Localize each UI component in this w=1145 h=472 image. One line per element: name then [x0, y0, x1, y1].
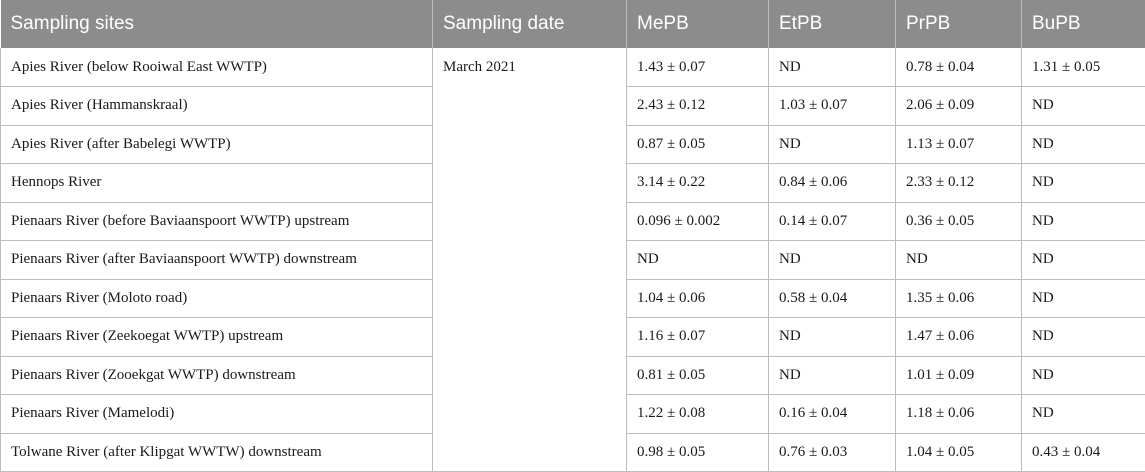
- site-cell: Pienaars River (before Baviaanspoort WWT…: [0, 202, 433, 241]
- site-cell: Pienaars River (Zeekoegat WWTP) upstream: [0, 317, 433, 357]
- header-mepb: MePB: [626, 0, 769, 48]
- mepb-cell: 3.14 ± 0.22: [626, 163, 769, 203]
- bupb-cell: ND: [1021, 356, 1145, 395]
- prpb-cell: 1.13 ± 0.07: [895, 125, 1022, 164]
- site-cell: Apies River (after Babelegi WWTP): [0, 125, 433, 164]
- table-row: Pienaars River (Zooekgat WWTP) downstrea…: [0, 356, 1145, 395]
- etpb-cell: ND: [768, 48, 896, 87]
- etpb-cell: 0.58 ± 0.04: [768, 279, 896, 318]
- site-cell: Pienaars River (Zooekgat WWTP) downstrea…: [0, 356, 433, 395]
- mepb-cell: 0.87 ± 0.05: [626, 125, 769, 164]
- table-row: Pienaars River (Moloto road) 1.04 ± 0.06 0…: [0, 279, 1145, 318]
- header-row: Sampling sites Sampling date MePB EtPB P…: [0, 0, 1145, 48]
- mepb-cell: 0.98 ± 0.05: [626, 433, 769, 472]
- header-sampling-date: Sampling date: [432, 0, 627, 48]
- etpb-cell: 0.14 ± 0.07: [768, 202, 896, 241]
- table-row: Tolwane River (after Klipgat WWTW) downs…: [0, 433, 1145, 472]
- table-row: Apies River (after Babelegi WWTP) 0.87 ± …: [0, 125, 1145, 164]
- table-row: Pienaars River (Mamelodi) 1.22 ± 0.08 0.16…: [0, 394, 1145, 434]
- mepb-cell: 1.22 ± 0.08: [626, 394, 769, 434]
- mepb-cell: ND: [626, 240, 769, 280]
- site-cell: Pienaars River (Moloto road): [0, 279, 433, 318]
- header-prpb: PrPB: [895, 0, 1022, 48]
- mepb-cell: 0.096 ± 0.002: [626, 202, 769, 241]
- site-cell: Hennops River: [0, 163, 433, 203]
- bupb-cell: ND: [1021, 394, 1145, 434]
- bupb-cell: ND: [1021, 317, 1145, 357]
- mepb-cell: 1.04 ± 0.06: [626, 279, 769, 318]
- table-row: Pienaars River (before Baviaanspoort WWT…: [0, 202, 1145, 241]
- etpb-cell: ND: [768, 317, 896, 357]
- table-row: Pienaars River (after Baviaanspoort WWTP…: [0, 240, 1145, 280]
- header-sampling-sites: Sampling sites: [0, 0, 433, 48]
- table-row: Hennops River 3.14 ± 0.22 0.84 ± 0.06 2.33 …: [0, 163, 1145, 203]
- prpb-cell: 1.04 ± 0.05: [895, 433, 1022, 472]
- mepb-cell: 2.43 ± 0.12: [626, 86, 769, 126]
- etpb-cell: 0.76 ± 0.03: [768, 433, 896, 472]
- etpb-cell: 0.16 ± 0.04: [768, 394, 896, 434]
- prpb-cell: 0.78 ± 0.04: [895, 48, 1022, 87]
- prpb-cell: 1.18 ± 0.06: [895, 394, 1022, 434]
- prpb-cell: 2.06 ± 0.09: [895, 86, 1022, 126]
- prpb-cell: ND: [895, 240, 1022, 280]
- bupb-cell: ND: [1021, 279, 1145, 318]
- etpb-cell: 0.84 ± 0.06: [768, 163, 896, 203]
- bupb-cell: ND: [1021, 163, 1145, 203]
- etpb-cell: ND: [768, 125, 896, 164]
- header-bupb: BuPB: [1021, 0, 1145, 48]
- site-cell: Apies River (below Rooiwal East WWTP): [0, 48, 433, 87]
- table-row: Apies River (Hammanskraal) 2.43 ± 0.12 1.0…: [0, 86, 1145, 126]
- etpb-cell: ND: [768, 356, 896, 395]
- site-cell: Tolwane River (after Klipgat WWTW) downs…: [0, 433, 433, 472]
- etpb-cell: ND: [768, 240, 896, 280]
- site-cell: Apies River (Hammanskraal): [0, 86, 433, 126]
- bupb-cell: ND: [1021, 86, 1145, 126]
- bupb-cell: ND: [1021, 125, 1145, 164]
- site-cell: Pienaars River (after Baviaanspoort WWTP…: [0, 240, 433, 280]
- mepb-cell: 0.81 ± 0.05: [626, 356, 769, 395]
- table-row: Pienaars River (Zeekoegat WWTP) upstream…: [0, 317, 1145, 357]
- mepb-cell: 1.43 ± 0.07: [626, 48, 769, 87]
- bupb-cell: 1.31 ± 0.05: [1021, 48, 1145, 87]
- sampling-date-cell: March 2021: [432, 48, 627, 472]
- prpb-cell: 1.47 ± 0.06: [895, 317, 1022, 357]
- table-row: Apies River (below Rooiwal East WWTP) Mar…: [0, 48, 1145, 472]
- site-cell: Pienaars River (Mamelodi): [0, 394, 433, 434]
- prpb-cell: 2.33 ± 0.12: [895, 163, 1022, 203]
- mepb-cell: 1.16 ± 0.07: [626, 317, 769, 357]
- prpb-cell: 1.01 ± 0.09: [895, 356, 1022, 395]
- bupb-cell: ND: [1021, 240, 1145, 280]
- prpb-cell: 1.35 ± 0.06: [895, 279, 1022, 318]
- etpb-cell: 1.03 ± 0.07: [768, 86, 896, 126]
- header-etpb: EtPB: [768, 0, 896, 48]
- bupb-cell: ND: [1021, 202, 1145, 241]
- prpb-cell: 0.36 ± 0.05: [895, 202, 1022, 241]
- bupb-cell: 0.43 ± 0.04: [1021, 433, 1145, 472]
